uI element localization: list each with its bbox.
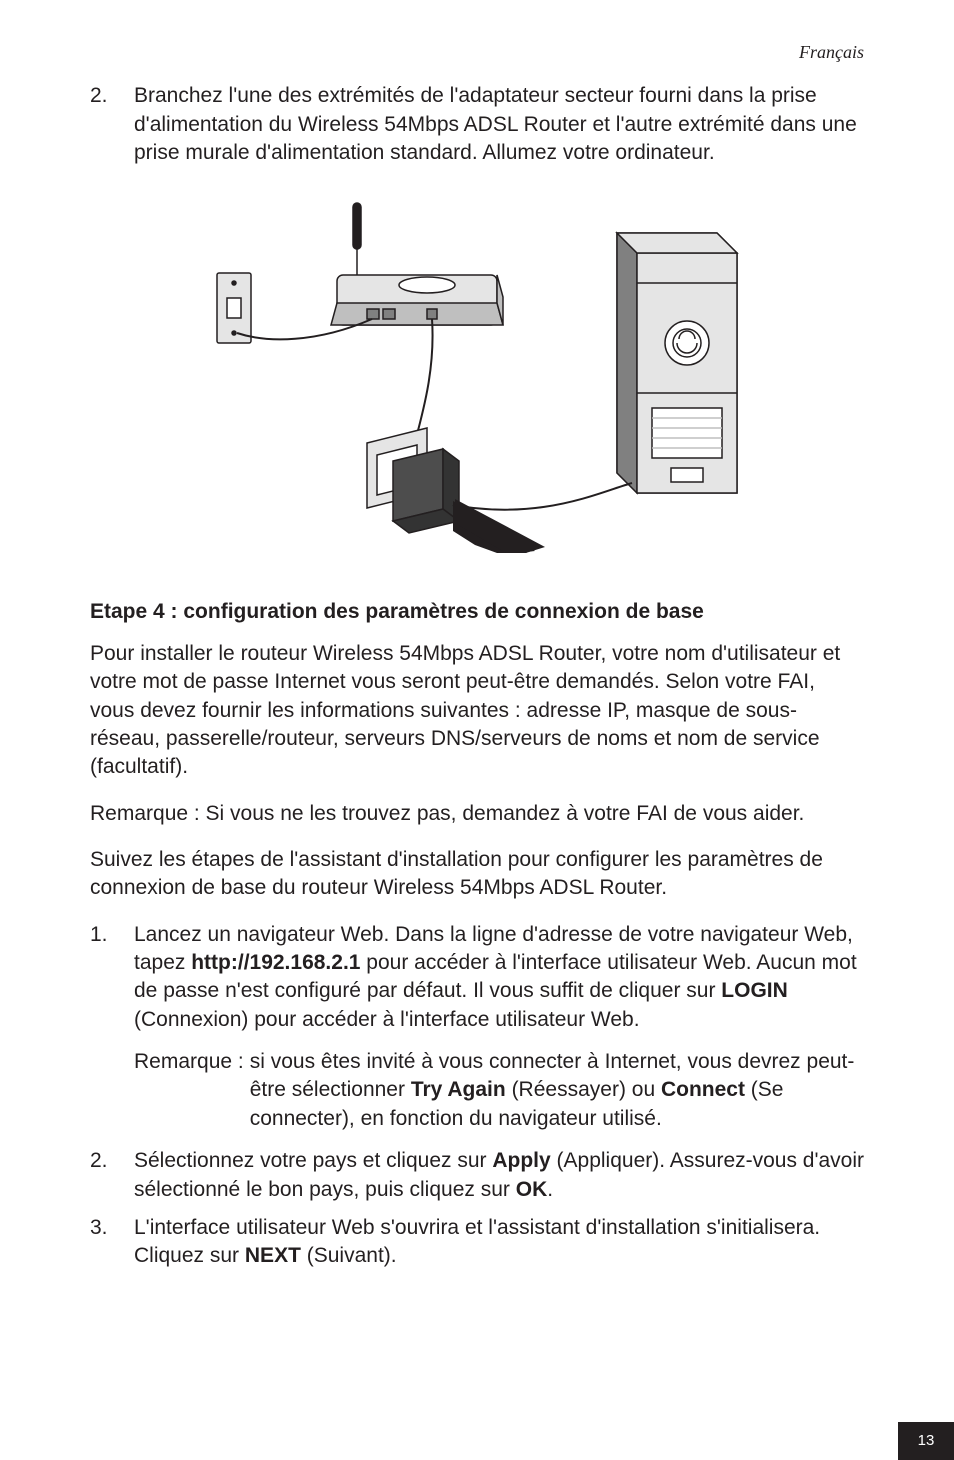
url-bold: http://192.168.2.1: [191, 951, 360, 974]
remark-label: Remarque :: [134, 1048, 250, 1133]
list-body: Branchez l'une des extrémités de l'adapt…: [134, 82, 864, 167]
page-number: 13: [898, 1422, 954, 1460]
list-number: 3.: [90, 1214, 134, 1271]
remark-text: si vous êtes invité à vous connecter à I…: [250, 1048, 864, 1133]
list-body: Sélectionnez votre pays et cliquez sur A…: [134, 1147, 864, 1204]
next-bold: NEXT: [245, 1244, 301, 1267]
paragraph-3: Suivez les étapes de l'assistant d'insta…: [90, 846, 864, 903]
paragraph-2-remark: Remarque : Si vous ne les trouvez pas, d…: [90, 800, 864, 828]
step-1-remark: Remarque : si vous êtes invité à vous co…: [134, 1048, 864, 1133]
login-bold: LOGIN: [721, 979, 788, 1002]
list-number: 1.: [90, 921, 134, 1133]
step-2: 2. Sélectionnez votre pays et cliquez su…: [90, 1147, 864, 1204]
header-language: Français: [90, 40, 864, 64]
page: Français 2. Branchez l'une des extrémité…: [0, 0, 954, 1460]
text: L'interface utilisateur Web s'ouvrira et…: [134, 1216, 820, 1267]
list-body: Lancez un navigateur Web. Dans la ligne …: [134, 921, 864, 1133]
list-number: 2.: [90, 1147, 134, 1204]
connection-figure: [90, 193, 864, 561]
top-step-2: 2. Branchez l'une des extrémités de l'ad…: [90, 82, 864, 167]
step-1: 1. Lancez un navigateur Web. Dans la lig…: [90, 921, 864, 1133]
text: (Connexion) pour accéder à l'interface u…: [134, 1008, 640, 1031]
text: Sélectionnez votre pays et cliquez sur: [134, 1149, 492, 1172]
list-number: 2.: [90, 82, 134, 167]
list-body: L'interface utilisateur Web s'ouvrira et…: [134, 1214, 864, 1271]
connect-bold: Connect: [661, 1078, 745, 1101]
apply-bold: Apply: [492, 1149, 550, 1172]
router-pc-wall-illustration: [197, 193, 757, 553]
paragraph-1: Pour installer le routeur Wireless 54Mbp…: [90, 640, 864, 782]
section-heading: Etape 4 : configuration des paramètres d…: [90, 598, 864, 626]
try-again-bold: Try Again: [411, 1078, 506, 1101]
step-3: 3. L'interface utilisateur Web s'ouvrira…: [90, 1214, 864, 1271]
text: (Suivant).: [301, 1244, 397, 1267]
ok-bold: OK: [516, 1178, 548, 1201]
text: (Réessayer) ou: [506, 1078, 661, 1101]
text: .: [547, 1178, 553, 1201]
